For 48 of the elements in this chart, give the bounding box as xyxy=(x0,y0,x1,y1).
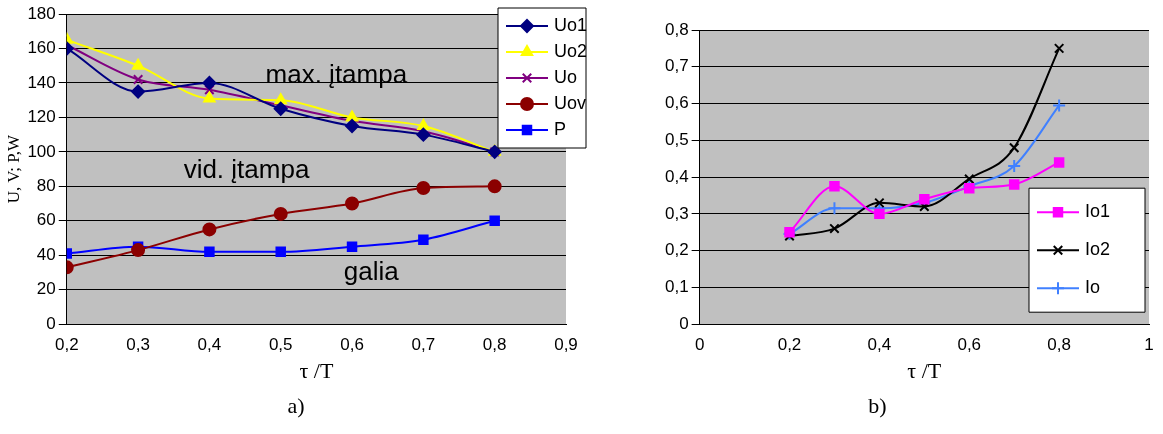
y-tick-label: 80 xyxy=(36,176,56,196)
y-tick-label: 100 xyxy=(27,141,56,161)
annotation: galia xyxy=(343,256,400,287)
legend-label: Io xyxy=(1085,277,1101,298)
legend-label: Io1 xyxy=(1085,201,1111,222)
x-tick-label: 0,8 xyxy=(482,335,507,355)
y-tick-label: 20 xyxy=(36,279,56,299)
y-tick-label: 0,6 xyxy=(664,93,689,113)
y-tick-label: 0,4 xyxy=(664,166,689,186)
y-tick-label: 0,1 xyxy=(664,277,689,297)
x-tick-label: 0,3 xyxy=(126,335,150,355)
x-tick-label: 1 xyxy=(1144,335,1154,355)
y-tick-label: 0,7 xyxy=(664,56,689,76)
y-tick-label: 0,3 xyxy=(664,203,689,223)
x-tick-label: 0,5 xyxy=(268,335,293,355)
legend-label: Uo1 xyxy=(554,14,588,35)
x-tick-label: 0,2 xyxy=(777,335,802,355)
x-tick-label: 0,6 xyxy=(957,335,982,355)
legend-label: Uo2 xyxy=(554,40,588,61)
x-tick-label: 0,8 xyxy=(1047,335,1071,355)
x-tick-label: 0,9 xyxy=(554,335,578,355)
y-tick-label: 0,8 xyxy=(664,19,689,39)
y-axis-title: U, V; P,W xyxy=(3,133,23,204)
text: b) xyxy=(867,393,888,419)
legend-label: Uo xyxy=(554,66,578,87)
x-tick-label: 0,6 xyxy=(340,335,364,355)
y-tick-label: 140 xyxy=(27,72,56,92)
legend-label: Uov xyxy=(554,92,587,113)
y-tick-label: 0 xyxy=(46,313,56,333)
x-axis-title: τ /T xyxy=(907,357,942,383)
x-tick-label: 0,4 xyxy=(197,335,222,355)
annotation: vid. įtampa xyxy=(183,153,310,184)
x-tick-label: 0 xyxy=(694,335,705,355)
legend-label: P xyxy=(554,118,567,139)
legend-label: Io2 xyxy=(1085,239,1111,260)
y-tick-label: 0,2 xyxy=(664,240,689,260)
text: a) xyxy=(286,393,306,419)
y-tick-label: 160 xyxy=(27,38,56,58)
x-tick-label: 0,4 xyxy=(867,335,892,355)
y-tick-label: 0 xyxy=(679,313,689,333)
x-tick-label: 0,7 xyxy=(411,335,436,355)
y-tick-label: 120 xyxy=(27,107,56,127)
y-tick-label: 180 xyxy=(27,3,56,23)
x-axis-title: τ /T xyxy=(299,357,334,383)
x-tick-label: 0,2 xyxy=(54,335,79,355)
y-tick-label: 60 xyxy=(36,210,56,230)
y-tick-label: 0,5 xyxy=(664,130,689,150)
y-tick-label: 40 xyxy=(36,244,56,264)
